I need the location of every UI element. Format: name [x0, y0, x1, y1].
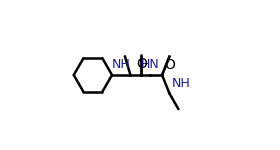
Text: HN: HN [141, 58, 159, 71]
Text: O: O [164, 58, 175, 72]
Text: NH: NH [112, 58, 130, 71]
Text: NH: NH [172, 77, 190, 90]
Text: O: O [136, 57, 147, 71]
